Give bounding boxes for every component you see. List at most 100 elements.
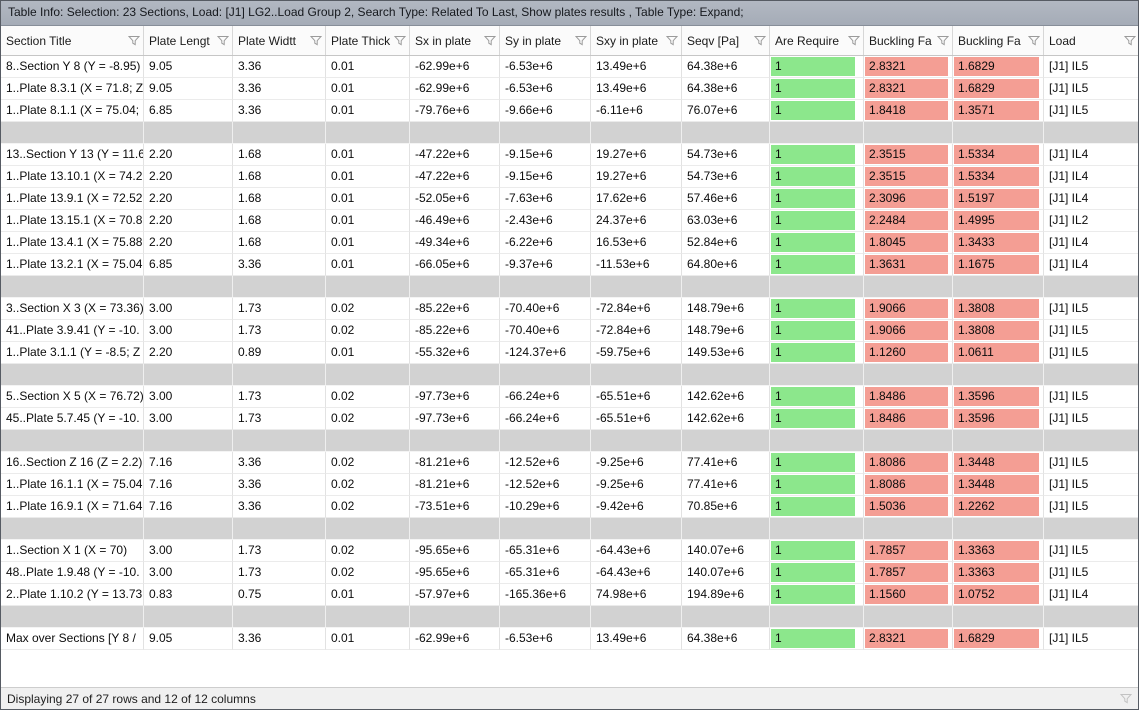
table-row[interactable]: 16..Section Z 16 (Z = 2.2) 7.16 3.36 0.02 -8…	[1, 452, 1138, 474]
column-header[interactable]: Sxy in plate	[591, 26, 682, 55]
value-cell: 1.68	[233, 188, 326, 210]
table-row[interactable]: 1..Plate 16.1.1 (X = 75.04 7.16 3.36 0.02 -8…	[1, 474, 1138, 496]
value-cell: -65.51e+6	[591, 408, 682, 430]
filter-icon[interactable]	[848, 35, 860, 46]
separator-cell	[864, 364, 953, 386]
value-cell: 64.38e+6	[682, 628, 770, 650]
separator-cell	[144, 606, 233, 628]
value-cell: 0.02	[326, 540, 410, 562]
table-row[interactable]: 5..Section X 5 (X = 76.72) 3.00 1.73 0.02 -9…	[1, 386, 1138, 408]
value-cell: 0.02	[326, 452, 410, 474]
filter-icon[interactable]	[754, 35, 766, 46]
column-header-label: Load	[1049, 33, 1076, 48]
fail-value: 1.8045	[865, 233, 948, 252]
separator-cell	[144, 276, 233, 298]
value-cell: -49.34e+6	[410, 232, 500, 254]
separator-cell	[770, 518, 864, 540]
separator-cell	[770, 606, 864, 628]
filter-icon[interactable]	[128, 35, 140, 46]
value-cell: 0.01	[326, 254, 410, 276]
pass-value: 1	[771, 475, 855, 494]
column-header[interactable]: Buckling Fa	[953, 26, 1044, 55]
filter-icon[interactable]	[217, 35, 229, 46]
table-row[interactable]: 48..Plate 1.9.48 (Y = -10. 3.00 1.73 0.02 -9…	[1, 562, 1138, 584]
value-cell: 57.46e+6	[682, 188, 770, 210]
separator-cell	[591, 364, 682, 386]
table-row[interactable]: Max over Sections [Y 8 /9.05 3.36 0.01 -62.…	[1, 628, 1138, 650]
section-title-cell: 1..Plate 16.1.1 (X = 75.04	[1, 474, 144, 496]
table-info-text: Table Info: Selection: 23 Sections, Load…	[8, 5, 744, 19]
separator-cell	[233, 430, 326, 452]
separator-cell	[233, 518, 326, 540]
filter-icon[interactable]	[1028, 35, 1040, 46]
filter-icon[interactable]	[1120, 693, 1132, 704]
value-cell: -9.66e+6	[500, 100, 591, 122]
column-header[interactable]: Are Require	[770, 26, 864, 55]
table-row[interactable]: 41..Plate 3.9.41 (Y = -10. 3.00 1.73 0.02 -8…	[1, 320, 1138, 342]
table-row[interactable]: 1..Plate 3.1.1 (Y = -8.5; Z 2.20 0.89 0.01-…	[1, 342, 1138, 364]
buckling-factor-cell: 1.3363	[953, 562, 1044, 584]
table-row[interactable]: 1..Plate 13.15.1 (X = 70.8 2.20 1.68 0.01 -4…	[1, 210, 1138, 232]
filter-icon[interactable]	[937, 35, 949, 46]
table-row[interactable]: 1..Plate 13.4.1 (X = 75.88 2.20 1.68 0.01 -4…	[1, 232, 1138, 254]
column-header[interactable]: Buckling Fa	[864, 26, 953, 55]
separator-cell	[500, 276, 591, 298]
value-cell: -85.22e+6	[410, 298, 500, 320]
buckling-factor-cell: 2.3515	[864, 166, 953, 188]
separator-row	[1, 518, 1138, 540]
pass-value: 1	[771, 255, 855, 274]
fail-value: 1.5334	[954, 145, 1039, 164]
column-header[interactable]: Plate Widtt	[233, 26, 326, 55]
column-header[interactable]: Plate Lengt	[144, 26, 233, 55]
table-row[interactable]: 1..Plate 8.1.1 (X = 75.04; 6.85 3.36 0.01 -7…	[1, 100, 1138, 122]
value-cell: -9.37e+6	[500, 254, 591, 276]
fail-value: 1.3363	[954, 563, 1039, 582]
value-cell: 0.02	[326, 298, 410, 320]
table-row[interactable]: 1..Plate 13.9.1 (X = 72.52 2.20 1.68 0.01 -5…	[1, 188, 1138, 210]
filter-icon[interactable]	[666, 35, 678, 46]
value-cell: 1.73	[233, 562, 326, 584]
column-header[interactable]: Plate Thick	[326, 26, 410, 55]
separator-cell	[682, 122, 770, 144]
value-cell: [J1] IL5	[1044, 628, 1138, 650]
filter-icon[interactable]	[575, 35, 587, 46]
value-cell: 0.01	[326, 100, 410, 122]
table-row[interactable]: 1..Plate 16.9.1 (X = 71.64 7.16 3.36 0.02 -7…	[1, 496, 1138, 518]
column-header-label: Sx in plate	[415, 33, 472, 48]
filter-icon[interactable]	[484, 35, 496, 46]
pass-value: 1	[771, 343, 855, 362]
value-cell: -9.25e+6	[591, 474, 682, 496]
table-row[interactable]: 45..Plate 5.7.45 (Y = -10. 3.00 1.73 0.02 -9…	[1, 408, 1138, 430]
table-row[interactable]: 2..Plate 1.10.2 (Y = 13.73 0.83 0.75 0.01 -5…	[1, 584, 1138, 606]
table-row[interactable]: 8..Section Y 8 (Y = -8.95) 9.05 3.36 0.01 -6…	[1, 56, 1138, 78]
table-row[interactable]: 3..Section X 3 (X = 73.36) 3.00 1.73 0.02 -8…	[1, 298, 1138, 320]
separator-cell	[953, 430, 1044, 452]
column-header[interactable]: Section Title	[1, 26, 144, 55]
table-row[interactable]: 13..Section Y 13 (Y = 11.65 2.20 1.68 0.01-…	[1, 144, 1138, 166]
value-cell: [J1] IL4	[1044, 232, 1138, 254]
value-cell: 1.73	[233, 298, 326, 320]
column-header[interactable]: Sy in plate	[500, 26, 591, 55]
filter-icon[interactable]	[1124, 35, 1136, 46]
value-cell: 148.79e+6	[682, 298, 770, 320]
separator-cell	[233, 276, 326, 298]
value-cell: 0.89	[233, 342, 326, 364]
column-header[interactable]: Load	[1044, 26, 1138, 55]
buckling-factor-cell: 1.3448	[953, 474, 1044, 496]
separator-cell	[953, 364, 1044, 386]
column-header[interactable]: Sx in plate	[410, 26, 500, 55]
buckling-factor-cell: 1.3596	[953, 386, 1044, 408]
filter-icon[interactable]	[394, 35, 406, 46]
table-row[interactable]: 1..Section X 1 (X = 70) 3.00 1.73 0.02 -95.6…	[1, 540, 1138, 562]
filter-icon[interactable]	[310, 35, 322, 46]
column-header[interactable]: Seqv [Pa]	[682, 26, 770, 55]
table-row[interactable]: 1..Plate 13.2.1 (X = 75.04 6.85 3.36 0.01 -6…	[1, 254, 1138, 276]
table-row[interactable]: 1..Plate 13.10.1 (X = 74.2 2.20 1.68 0.01 -4…	[1, 166, 1138, 188]
separator-cell	[682, 276, 770, 298]
value-cell: 9.05	[144, 56, 233, 78]
table-row[interactable]: 1..Plate 8.3.1 (X = 71.8; Z 9.05 3.36 0.01-…	[1, 78, 1138, 100]
value-cell: 3.36	[233, 254, 326, 276]
value-cell: 0.01	[326, 144, 410, 166]
separator-cell	[144, 518, 233, 540]
